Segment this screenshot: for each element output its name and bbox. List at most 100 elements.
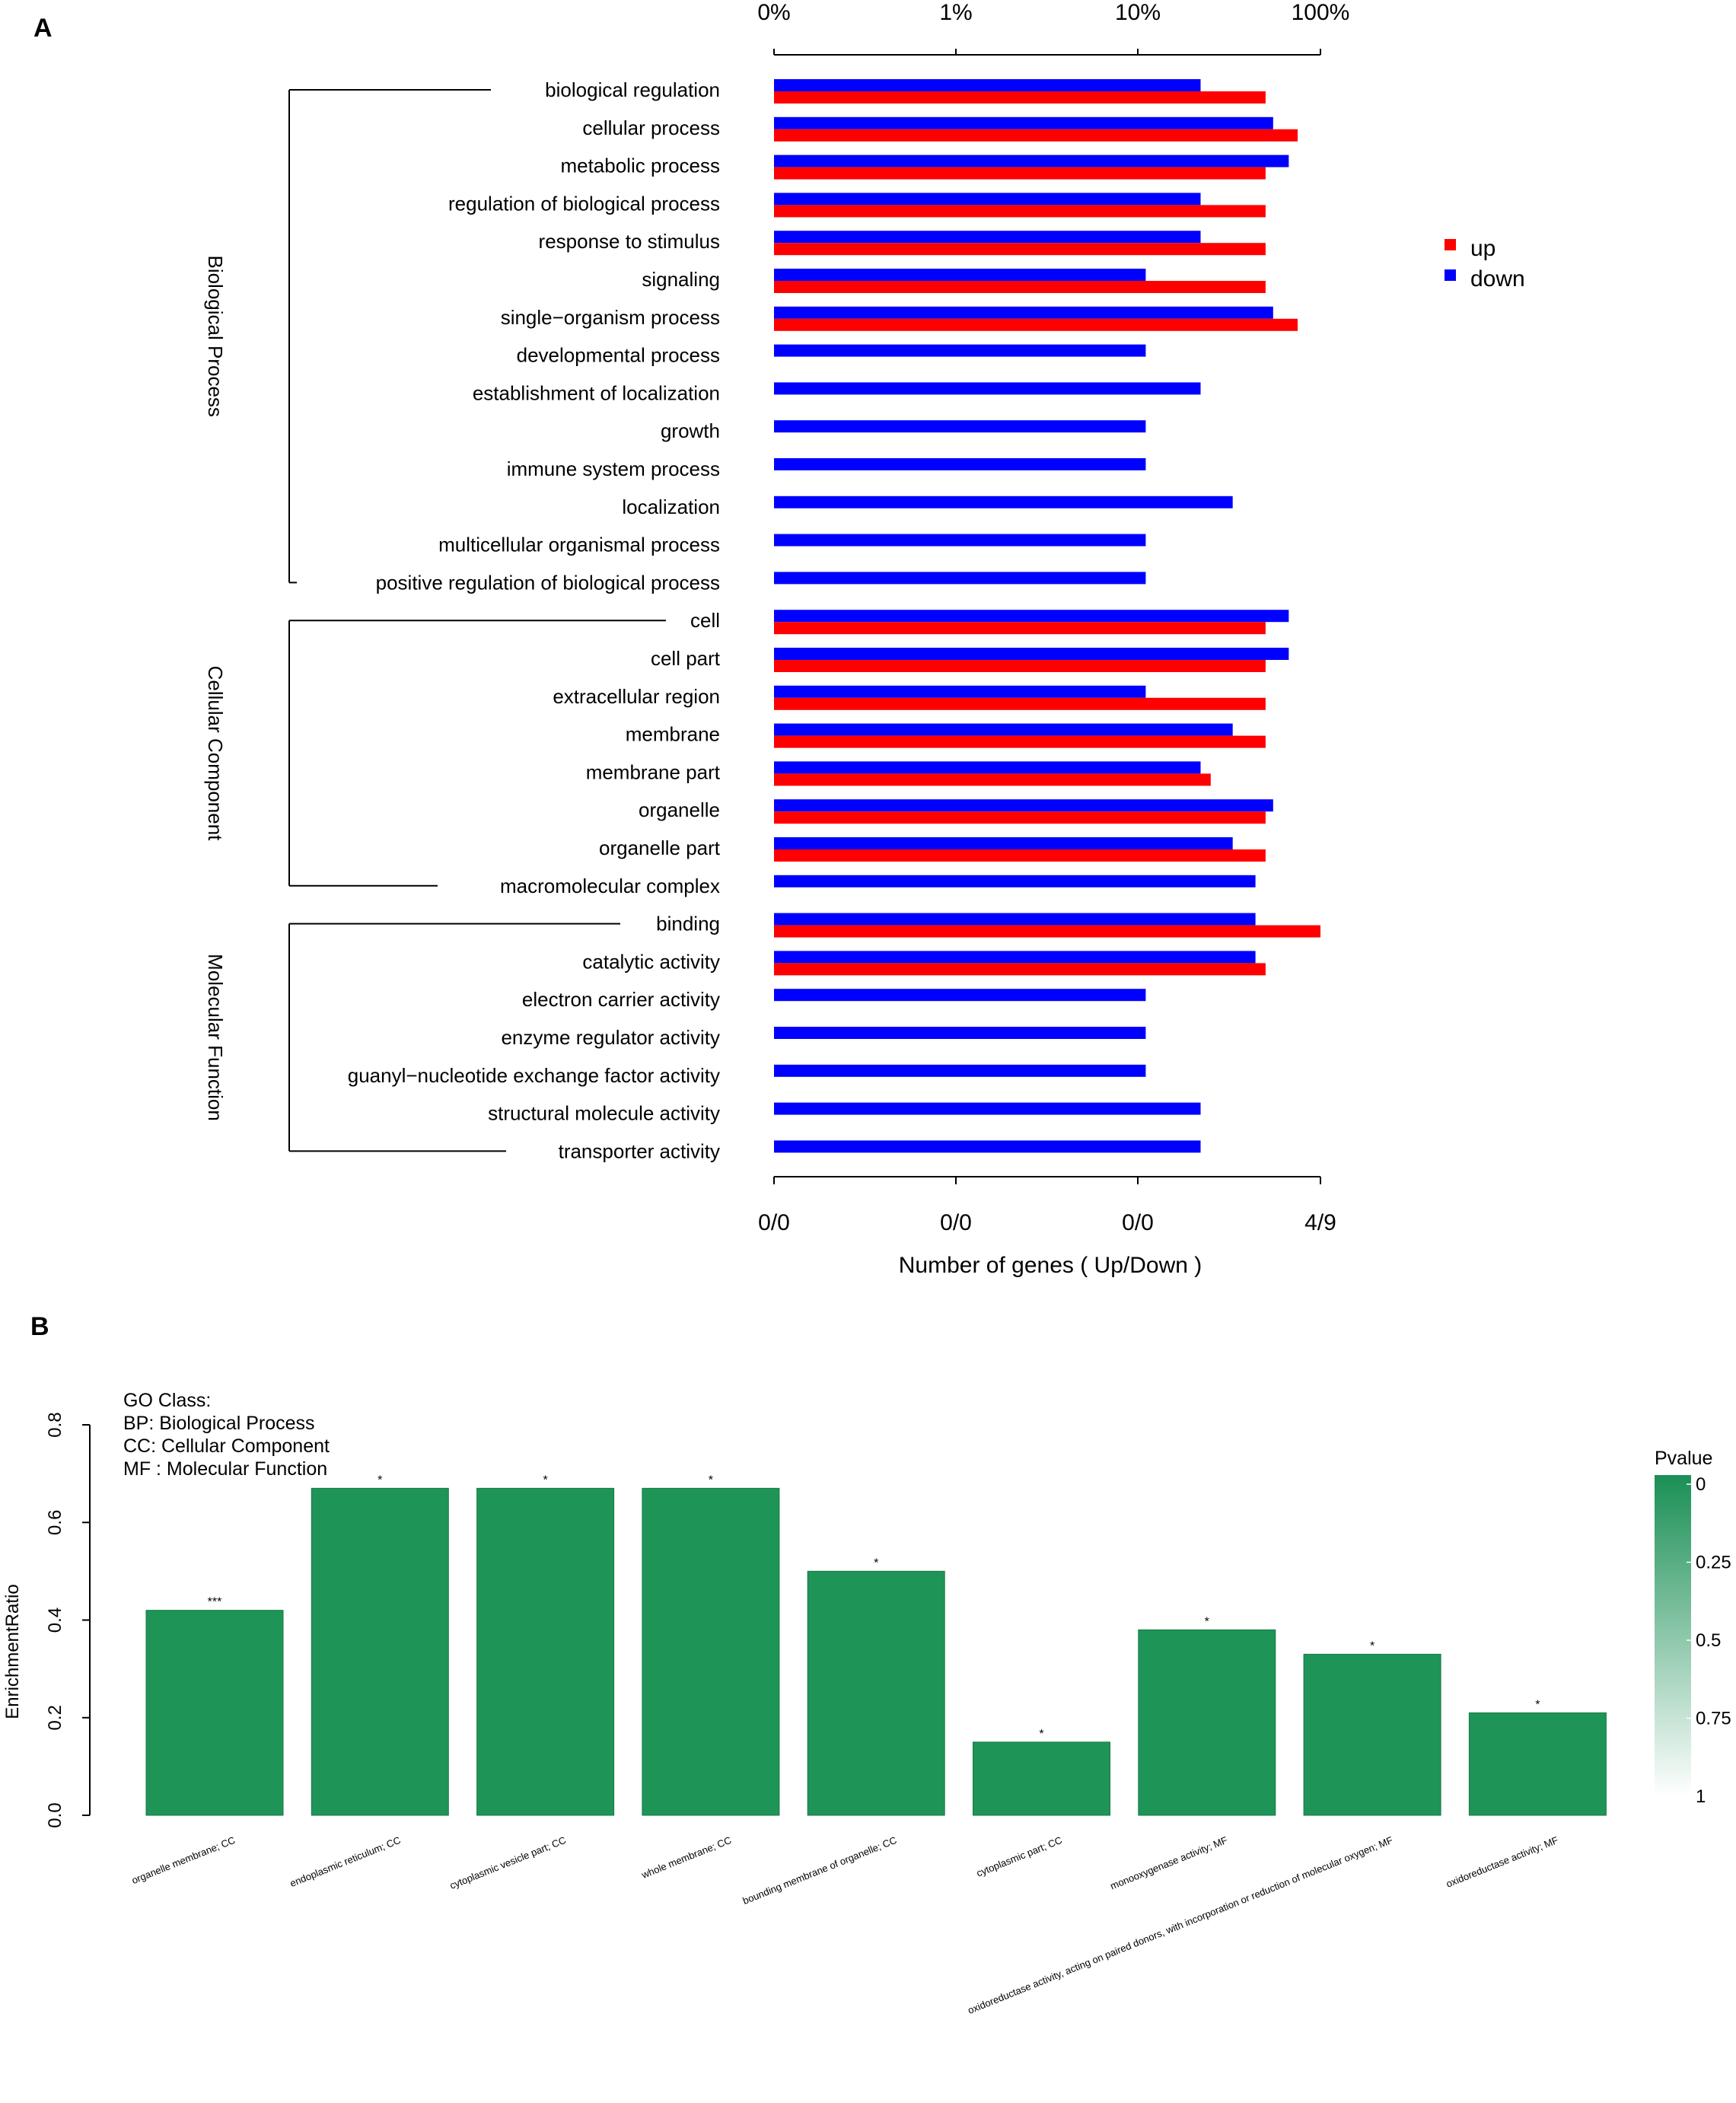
category-label: organelle: [639, 798, 720, 821]
bottom-axis: 0/0 0/0 0/0 4/9: [758, 1176, 1336, 1235]
x-tick-label: cytoplasmic part; CC: [975, 1834, 1064, 1879]
bar-up: [774, 963, 1266, 976]
bar-up: [774, 281, 1266, 293]
go-class-line: GO Class:: [123, 1390, 211, 1411]
category-label: cell: [690, 609, 720, 632]
category-label: cell part: [651, 647, 721, 670]
top-tick-label: 100%: [1292, 0, 1350, 25]
category-label: metabolic process: [560, 155, 720, 177]
bar-down: [774, 231, 1201, 244]
y-axis-title: EnrichmentRatio: [2, 1584, 23, 1719]
bar-up: [774, 773, 1211, 786]
bar-up: [774, 318, 1298, 331]
category-label: developmental process: [517, 344, 720, 367]
enrichment-bar: [807, 1570, 945, 1816]
significance-label: *: [1039, 1728, 1043, 1741]
bar-down: [774, 458, 1146, 470]
category-label: transporter activity: [559, 1139, 720, 1162]
category-label: growth: [661, 419, 720, 442]
bottom-tick-label: 0/0: [940, 1210, 972, 1235]
enrichment-bar: [1138, 1629, 1276, 1816]
panel-a-chart: 0% 1% 10% 100% 0/0 0/0 0/0 4/9 Biological Proc…: [204, 0, 1525, 1278]
bar-up: [774, 811, 1266, 824]
bottom-tick-label: 0/0: [1122, 1210, 1154, 1235]
y-axis: 0.0 0.2 0.4 0.6 0.8: [45, 1412, 91, 1828]
colorbar-tick-label: 0: [1696, 1474, 1706, 1495]
bar-down: [774, 799, 1273, 812]
bar-down: [774, 116, 1273, 129]
legend-swatch-up: [1445, 239, 1456, 250]
top-tick-label: 10%: [1115, 0, 1161, 25]
bar-down: [774, 989, 1146, 1002]
x-tick-label: cytoplasmic vesicle part; CC: [448, 1834, 568, 1891]
top-tick-label: 0%: [757, 0, 790, 25]
enrichment-bar: [642, 1487, 780, 1816]
bar-down: [774, 610, 1289, 623]
bar-down: [774, 723, 1233, 736]
panel-label-a: A: [33, 14, 53, 43]
bar-down: [774, 1064, 1146, 1077]
group-label: Molecular Function: [204, 954, 227, 1121]
group-label: Cellular Component: [204, 666, 227, 842]
y-tick-label: 0.2: [45, 1705, 65, 1730]
legend-label-up: up: [1470, 236, 1496, 261]
significance-label: *: [874, 1557, 878, 1569]
category-label: membrane part: [586, 760, 721, 783]
x-tick-label: endoplasmic reticulum; CC: [288, 1834, 403, 1889]
go-class-line: MF : Molecular Function: [123, 1458, 327, 1480]
bar-up: [774, 167, 1266, 180]
bottom-tick-label: 4/9: [1304, 1210, 1336, 1235]
category-label: extracellular region: [553, 685, 720, 708]
x-tick-label: whole membrane; CC: [639, 1834, 733, 1881]
bar-down: [774, 1102, 1201, 1115]
bar-up: [774, 243, 1266, 256]
significance-label: *: [1205, 1615, 1209, 1628]
enrichment-bar: [1303, 1653, 1441, 1816]
y-tick-label: 0.0: [45, 1802, 65, 1827]
bar-up: [774, 697, 1266, 710]
x-tick-label: organelle membrane; CC: [130, 1834, 237, 1886]
enrichment-bar: [311, 1487, 449, 1816]
x-tick-labels: organelle membrane; CC endoplasmic reticu…: [130, 1834, 1560, 2016]
bar-down: [774, 344, 1146, 357]
category-label: electron carrier activity: [522, 988, 720, 1011]
bar-down: [774, 534, 1146, 546]
legend-label-down: down: [1470, 266, 1525, 292]
panel-b-chart: 0.00.20.40.60.8 **** * ****** organelle me…: [2, 1390, 1731, 2016]
bar-down: [774, 837, 1233, 849]
bar-up: [774, 849, 1266, 862]
colorbar-ticks: 0 0.25 0.5 0.75 1: [1687, 1474, 1731, 1807]
group-brackets: Biological Process Cellular Component Mole…: [204, 89, 666, 1152]
x-axis-title: Number of genes ( Up/Down ): [899, 1253, 1202, 1278]
significance-label: *: [709, 1474, 713, 1486]
category-label: membrane: [626, 723, 720, 746]
legend-swatch-down: [1445, 269, 1456, 281]
pvalue-colorbar: Pvalue 0 0.25 0.5 0.75 1: [1655, 1448, 1731, 1807]
enrichment-bar: [476, 1487, 615, 1816]
bar-down: [774, 269, 1146, 281]
go-class-line: CC: Cellular Component: [123, 1435, 330, 1457]
bars: **** * ******: [145, 1474, 1607, 1816]
category-label: catalytic activity: [582, 950, 720, 973]
y-tick-label: 0.8: [45, 1412, 65, 1437]
colorbar-tick-label: 0.25: [1696, 1553, 1731, 1573]
bar-down: [774, 572, 1146, 585]
x-tick-label: bounding membrane of organelle; CC: [741, 1834, 899, 1907]
colorbar-tick-label: 0.5: [1696, 1630, 1721, 1651]
category-label: positive regulation of biological proces…: [376, 571, 720, 594]
top-tick-label: 1%: [939, 0, 972, 25]
category-label: immune system process: [507, 457, 720, 480]
category-label: response to stimulus: [539, 230, 720, 253]
panel-label-b: B: [30, 1312, 49, 1341]
bar-up: [774, 129, 1298, 142]
y-tick-label: 0.6: [45, 1510, 65, 1535]
category-label: establishment of localization: [473, 381, 720, 404]
bar-up: [774, 735, 1266, 748]
significance-label: ***: [208, 1596, 222, 1609]
bar-down: [774, 155, 1289, 167]
bar-down: [774, 875, 1256, 887]
category-label: structural molecule activity: [488, 1102, 720, 1125]
significance-label: *: [377, 1474, 382, 1486]
